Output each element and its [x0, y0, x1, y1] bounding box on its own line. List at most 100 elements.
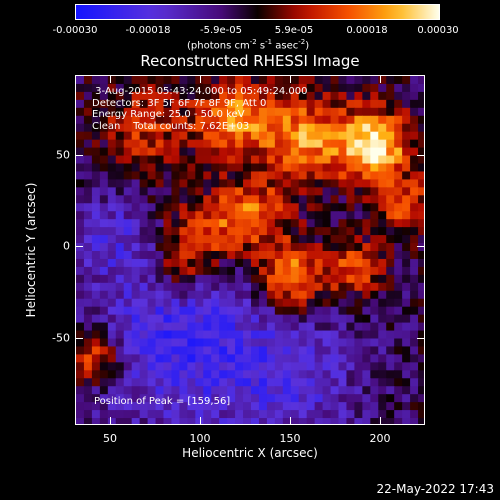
image-pixel	[211, 211, 220, 220]
image-pixel	[171, 155, 180, 165]
image-pixel	[298, 282, 308, 292]
image-pixel	[227, 370, 236, 379]
image-pixel	[370, 346, 379, 355]
image-pixel	[274, 131, 284, 141]
image-pixel	[274, 306, 284, 316]
image-pixel	[418, 266, 424, 276]
image-pixel	[266, 402, 276, 411]
image-pixel	[115, 163, 125, 173]
image-pixel	[370, 147, 379, 157]
image-pixel	[330, 346, 340, 355]
x-tick-label: 100	[189, 432, 211, 445]
image-pixel	[91, 147, 101, 157]
image-pixel	[107, 179, 117, 188]
image-pixel	[354, 123, 363, 133]
image-pixel	[266, 394, 276, 403]
image-pixel	[282, 258, 292, 268]
image-pixel	[179, 99, 188, 109]
image-pixel	[410, 107, 419, 117]
image-pixel	[274, 274, 284, 284]
image-pixel	[282, 107, 292, 117]
image-pixel	[410, 306, 419, 316]
image-pixel	[131, 243, 141, 252]
image-pixel	[123, 211, 133, 220]
image-pixel	[131, 258, 141, 268]
image-pixel	[274, 338, 284, 348]
image-pixel	[76, 179, 85, 188]
image-pixel	[418, 195, 424, 204]
image-pixel	[362, 99, 371, 109]
image-pixel	[354, 346, 363, 355]
datestamp: 22-May-2022 17:43	[376, 482, 494, 496]
image-pixel	[211, 386, 220, 395]
image-pixel	[99, 378, 109, 387]
image-pixel	[370, 115, 379, 125]
image-pixel	[306, 195, 316, 204]
image-pixel	[282, 171, 292, 180]
x-axis-label: Heliocentric X (arcsec)	[182, 446, 318, 460]
image-pixel	[115, 370, 125, 379]
image-pixel	[235, 163, 244, 173]
image-pixel	[107, 91, 117, 101]
image-pixel	[155, 235, 165, 244]
image-pixel	[322, 123, 332, 133]
image-pixel	[227, 155, 236, 165]
image-pixel	[410, 266, 419, 276]
image-pixel	[410, 290, 419, 300]
image-pixel	[251, 386, 260, 395]
image-pixel	[235, 179, 244, 188]
image-pixel	[187, 203, 196, 212]
image-pixel	[346, 402, 355, 411]
image-pixel	[314, 76, 324, 85]
image-pixel	[219, 354, 228, 363]
image-pixel	[251, 91, 260, 101]
image-pixel	[362, 147, 371, 157]
image-pixel	[251, 314, 260, 324]
image-pixel	[131, 378, 141, 387]
image-pixel	[179, 219, 188, 228]
image-pixel	[298, 346, 308, 355]
image-pixel	[91, 402, 101, 411]
image-pixel	[314, 418, 324, 424]
image-pixel	[107, 123, 117, 133]
image-pixel	[171, 322, 180, 332]
image-pixel	[251, 330, 260, 340]
image-pixel	[219, 211, 228, 220]
image-pixel	[402, 171, 411, 180]
image-pixel	[195, 123, 204, 133]
image-pixel	[187, 274, 196, 284]
image-pixel	[394, 107, 403, 117]
image-pixel	[243, 410, 252, 419]
image-pixel	[251, 171, 260, 180]
image-pixel	[203, 243, 212, 252]
image-pixel	[147, 163, 157, 173]
image-pixel	[155, 123, 165, 133]
image-pixel	[370, 402, 379, 411]
image-pixel	[266, 274, 276, 284]
image-pixel	[211, 370, 220, 379]
image-pixel	[211, 219, 220, 228]
image-pixel	[123, 386, 133, 395]
image-pixel	[322, 76, 332, 85]
image-pixel	[402, 402, 411, 411]
image-pixel	[131, 91, 141, 101]
image-pixel	[394, 91, 403, 101]
image-pixel	[418, 290, 424, 300]
image-pixel	[322, 155, 332, 165]
image-pixel	[163, 282, 173, 292]
image-pixel	[107, 155, 117, 165]
image-pixel	[258, 139, 268, 149]
axis-tick	[75, 246, 83, 247]
image-pixel	[123, 91, 133, 101]
image-pixel	[155, 187, 165, 196]
image-pixel	[115, 91, 125, 101]
image-pixel	[378, 306, 387, 316]
image-pixel	[123, 131, 133, 141]
image-pixel	[99, 282, 109, 292]
image-pixel	[147, 187, 157, 196]
image-pixel	[195, 410, 204, 419]
image-pixel	[243, 147, 252, 157]
image-pixel	[370, 99, 379, 109]
image-pixel	[243, 235, 252, 244]
image-pixel	[274, 258, 284, 268]
